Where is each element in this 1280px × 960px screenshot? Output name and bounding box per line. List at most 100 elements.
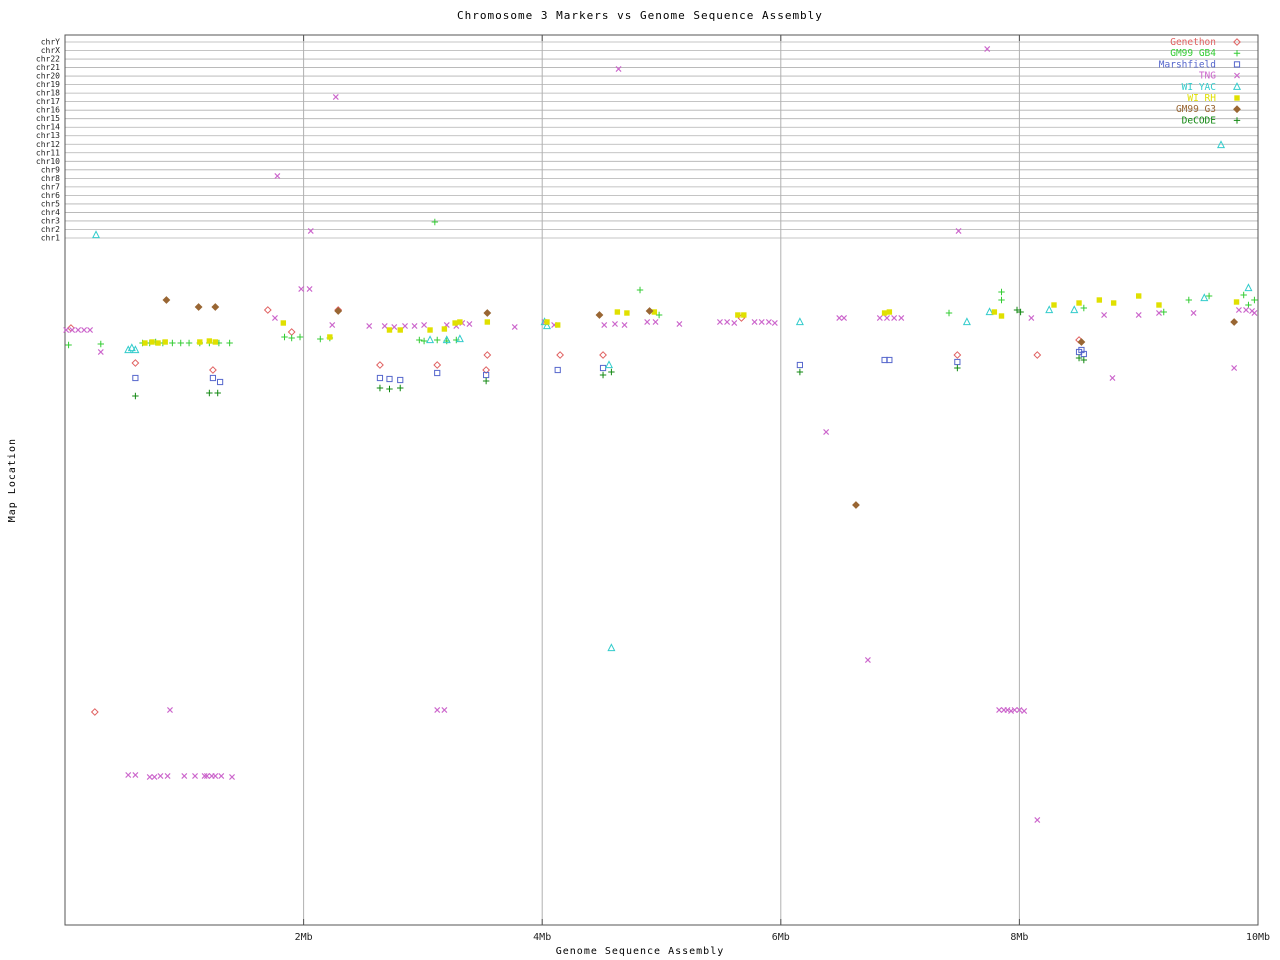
scatter-point: [1251, 296, 1258, 304]
scatter-point: [280, 320, 287, 326]
legend-label: GM99 G3: [1176, 104, 1216, 115]
scatter-point: [1233, 105, 1241, 114]
scatter-point: [274, 173, 281, 179]
legend-label: TNG: [1199, 71, 1216, 82]
series-marshfield: [132, 346, 1087, 386]
scatter-point: [466, 321, 473, 327]
scatter-point: [955, 228, 962, 234]
scatter-point: [162, 339, 168, 345]
scatter-point: [87, 327, 94, 333]
legend-label: DeCODE: [1182, 115, 1217, 126]
scatter-point: [636, 286, 644, 294]
legend-item-wi-yac: WI YAC: [1182, 82, 1242, 93]
scatter-point: [157, 773, 164, 779]
scatter-point: [612, 321, 618, 327]
scatter-point: [296, 333, 304, 341]
scatter-point: [1233, 50, 1241, 57]
scatter-point: [181, 773, 188, 779]
scatter-point: [945, 309, 953, 317]
chr-tick-label: chr6: [41, 191, 60, 200]
scatter-point: [1034, 817, 1041, 823]
scatter-point: [162, 296, 171, 304]
y-axis-label: Map Location: [6, 437, 18, 523]
scatter-point: [1251, 310, 1258, 316]
scatter-point: [288, 334, 295, 342]
legend-label: Genethon: [1170, 37, 1216, 48]
scatter-point: [886, 309, 893, 315]
chr-tick-label: chr14: [36, 123, 60, 132]
chr-tick-label: chr16: [36, 106, 60, 115]
scatter-point: [655, 311, 663, 319]
legend-item-wi-rh: WI RH: [1187, 93, 1240, 104]
scatter-point: [206, 338, 213, 344]
scatter-point: [795, 317, 804, 326]
scatter-point: [771, 320, 778, 326]
scatter-point: [132, 392, 139, 400]
scatter-point: [1245, 301, 1252, 309]
scatter-point: [177, 339, 184, 347]
scatter-point: [132, 772, 139, 778]
scatter-point: [1004, 707, 1011, 713]
scatter-point: [484, 319, 491, 325]
scatter-point: [209, 374, 217, 382]
scatter-point: [307, 228, 314, 234]
chr-tick-label: chr4: [41, 208, 60, 217]
legend-label: WI YAC: [1182, 82, 1216, 93]
scatter-point: [1080, 350, 1087, 358]
scatter-point: [151, 774, 158, 780]
chr-tick-label: chr18: [36, 89, 60, 98]
scatter-point: [1200, 293, 1209, 302]
scatter-point: [1156, 310, 1162, 316]
scatter-point: [891, 315, 898, 321]
scatter-point: [386, 385, 393, 393]
chr-tick-label: chr12: [36, 140, 60, 149]
scatter-point: [169, 339, 176, 347]
scatter-point: [125, 772, 132, 778]
scatter-point: [717, 319, 723, 325]
scatter-point: [962, 317, 971, 326]
scatter-point: [1016, 707, 1023, 713]
scatter-point: [149, 339, 155, 345]
scatter-point: [1240, 291, 1247, 299]
scatter-point: [127, 343, 136, 352]
scatter-point: [81, 327, 88, 333]
scatter-point: [1156, 302, 1162, 308]
x-tick-label: 6Mb: [772, 932, 790, 943]
scatter-point: [765, 319, 772, 325]
scatter-point: [1244, 283, 1253, 292]
chr-tick-label: chr13: [36, 131, 60, 140]
chr-tick-label: chr5: [41, 199, 60, 208]
scatter-point: [75, 327, 82, 333]
scatter-point: [644, 319, 651, 325]
scatter-point: [433, 361, 442, 369]
scatter-point: [984, 46, 991, 52]
scatter-point: [329, 322, 336, 328]
scatter-point: [226, 339, 233, 347]
scatter-point: [621, 322, 628, 328]
scatter-point: [209, 366, 217, 374]
scatter-point: [555, 322, 561, 328]
series-wi-rh: [142, 293, 1240, 346]
scatter-point: [298, 286, 305, 292]
scatter-point: [97, 340, 104, 348]
scatter-point: [397, 384, 404, 392]
scatter-point: [1045, 305, 1054, 314]
scatter-point: [185, 339, 193, 347]
scatter-point: [381, 323, 388, 329]
chr-tick-label: chr19: [36, 80, 60, 89]
scatter-point: [416, 336, 423, 344]
chr-tick-label: chrY: [41, 38, 60, 47]
scatter-point: [1234, 72, 1240, 79]
chr-tick-label: chrX: [41, 46, 60, 55]
scatter-point: [645, 307, 654, 315]
chr-tick-label: chr7: [41, 182, 60, 191]
scatter-point: [131, 345, 140, 354]
legend-label: Marshfield: [1159, 59, 1216, 70]
scatter-point: [898, 315, 905, 321]
scatter-point: [1028, 315, 1035, 321]
scatter-point: [735, 312, 741, 318]
scatter-point: [1076, 300, 1082, 306]
scatter-point: [391, 324, 398, 330]
scatter-point: [197, 339, 203, 345]
